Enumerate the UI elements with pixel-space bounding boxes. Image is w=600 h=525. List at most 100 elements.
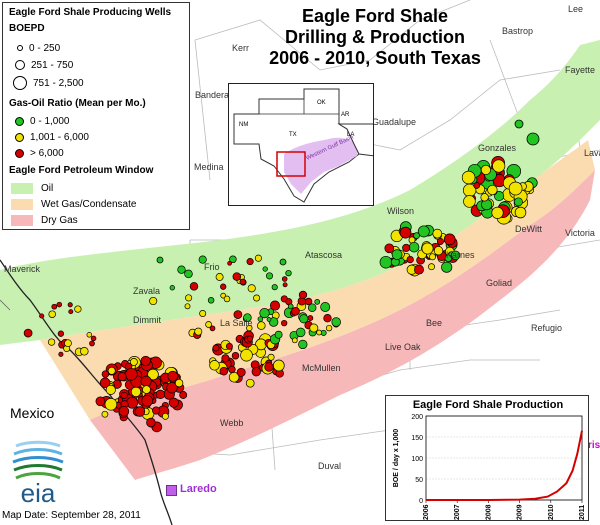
legend-window-label: Wet Gas/Condensate	[41, 198, 137, 210]
oil-swatch	[11, 182, 33, 194]
legend-boepd-label: 751 - 2,500	[33, 77, 84, 89]
well-marker	[174, 378, 184, 388]
well-marker	[257, 316, 264, 322]
well-marker	[408, 241, 420, 253]
well-marker	[331, 317, 341, 327]
county-label-duval: Duval	[318, 461, 342, 471]
well-marker	[417, 225, 430, 238]
legend-window-heading: Eagle Ford Petroleum Window	[9, 165, 154, 176]
county-label-frio: Frio	[204, 262, 220, 272]
well-marker	[266, 317, 272, 322]
well-marker	[207, 297, 215, 304]
inset-label-tx: TX	[289, 132, 297, 138]
well-marker	[444, 254, 453, 262]
well-marker	[274, 330, 283, 339]
well-marker	[56, 301, 63, 308]
legend-boepd-label: 0 - 250	[29, 42, 61, 54]
county-label-bandera: Bandera	[195, 90, 230, 100]
legend-window-wet-gas: Wet Gas/Condensate	[11, 197, 136, 211]
well-marker	[199, 310, 207, 317]
well-marker	[402, 243, 411, 252]
chart-x-tick-label: 2008	[485, 504, 492, 520]
well-marker	[320, 302, 331, 312]
well-marker	[215, 273, 224, 281]
county-label-wilson: Wilson	[387, 206, 415, 216]
well-marker	[39, 313, 45, 319]
well-marker	[194, 327, 203, 336]
well-marker	[246, 324, 253, 332]
well-marker	[223, 295, 231, 303]
well-marker	[441, 261, 453, 273]
legend-gor-label: 1,001 - 6,000	[30, 131, 89, 143]
well-marker	[433, 246, 444, 256]
legend-window-oil: Oil	[11, 181, 53, 195]
well-marker	[295, 327, 306, 338]
edge-label: rist	[588, 440, 600, 451]
well-marker	[95, 396, 106, 407]
well-marker	[229, 255, 237, 264]
legend-gor-high: > 6,000	[13, 146, 64, 160]
county-label-fayette: Fayette	[565, 65, 596, 75]
well-marker	[480, 193, 489, 202]
well-marker	[264, 362, 274, 372]
inset-label-ar: AR	[341, 112, 350, 118]
wet-gas-window	[40, 140, 595, 420]
well-marker	[287, 303, 294, 310]
well-marker	[265, 272, 274, 280]
eia-logo: eia	[12, 440, 64, 506]
well-marker	[271, 284, 278, 291]
well-marker	[134, 406, 146, 417]
county-label-la-salle: La Salle	[220, 318, 253, 328]
legend-boepd-label: 251 - 750	[31, 59, 74, 71]
well-marker	[282, 282, 288, 288]
well-marker	[272, 359, 285, 372]
well-marker	[279, 258, 287, 266]
title-line-3: 2006 - 2010, South Texas	[269, 48, 481, 68]
well-marker	[514, 206, 527, 219]
well-marker	[432, 228, 443, 239]
county-label-lava: Lava	[584, 148, 600, 158]
chart-x-tick-label: 2006	[423, 504, 430, 520]
well-marker	[463, 195, 476, 208]
svg-text:eia: eia	[21, 478, 56, 506]
well-marker	[152, 406, 161, 415]
well-marker	[117, 372, 127, 382]
well-marker	[309, 323, 319, 333]
well-marker	[101, 370, 110, 378]
production-chart-plot: 0 50 100 150 200 2006 2007 2008 2009 2010 2011 BOE …	[393, 414, 586, 520]
well-marker	[161, 412, 169, 420]
production-chart: Eagle Ford Shale Production 0 50 100 150 200…	[385, 395, 589, 521]
well-marker	[304, 297, 313, 306]
chart-series-line	[426, 430, 583, 501]
well-marker	[184, 303, 191, 310]
well-marker	[281, 319, 288, 327]
well-marker	[247, 284, 256, 293]
well-marker	[325, 324, 333, 332]
inset-label-ok: OK	[317, 100, 326, 106]
well-marker	[508, 181, 523, 196]
well-marker	[450, 250, 461, 260]
county-label-live-oak: Live Oak	[385, 342, 421, 352]
well-marker	[169, 285, 175, 291]
well-marker	[514, 119, 524, 129]
chart-y-tick-label: 0	[419, 498, 423, 505]
country-label-mexico: Mexico	[10, 405, 55, 421]
well-marker	[189, 282, 199, 291]
map-date: Map Date: September 28, 2011	[2, 510, 141, 521]
well-marker	[307, 303, 317, 312]
well-marker	[316, 329, 322, 336]
well-marker	[149, 296, 158, 306]
well-marker	[245, 378, 255, 388]
legend-gor-label: > 6,000	[30, 147, 64, 159]
small-circle-icon	[17, 45, 23, 51]
legend-window-dry-gas: Dry Gas	[11, 213, 78, 227]
well-marker	[141, 394, 154, 407]
well-marker	[90, 335, 97, 342]
well-marker	[140, 375, 152, 387]
well-marker	[166, 382, 178, 394]
well-marker	[236, 367, 246, 377]
legend-boepd-large: 751 - 2,500	[13, 76, 84, 90]
well-marker	[291, 306, 300, 316]
legend-gor-mid: 1,001 - 6,000	[13, 130, 89, 144]
dry-gas-window	[90, 170, 595, 480]
